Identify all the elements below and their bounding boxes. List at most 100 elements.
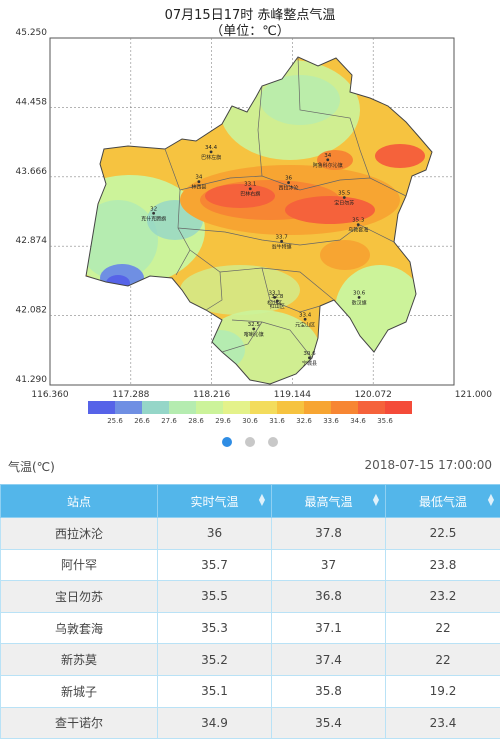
station-dot [249, 187, 252, 190]
legend-label: 34.6 [350, 417, 366, 425]
min-temp-cell: 23.8 [386, 549, 500, 581]
legend-label: 25.6 [107, 417, 123, 425]
max-temp-cell: 37.4 [272, 644, 386, 676]
legend-label: 30.6 [242, 417, 258, 425]
station-name: 红山区 [270, 303, 285, 310]
legend-label: 31.6 [269, 417, 285, 425]
header-min-temp[interactable]: 最低气温▲▼ [386, 485, 500, 518]
station-value: 34 [324, 153, 331, 159]
station-dot [287, 181, 290, 184]
station-dot [343, 196, 346, 199]
station-dot [252, 328, 255, 331]
sort-icon[interactable]: ▲▼ [373, 494, 379, 506]
current-temp-cell: 35.1 [158, 675, 272, 707]
latitude-tick-label: 41.290 [16, 375, 48, 385]
max-temp-cell: 37.1 [272, 612, 386, 644]
header-max-temp[interactable]: 最高气温▲▼ [272, 485, 386, 518]
station-dot [304, 318, 307, 321]
station-dot [357, 223, 360, 226]
current-temp-cell: 35.7 [158, 549, 272, 581]
legend-swatch [115, 401, 142, 414]
min-temp-cell: 23.4 [386, 707, 500, 739]
legend-swatch [385, 401, 412, 414]
station-value: 36 [285, 176, 292, 182]
station-name: 宁城县 [302, 360, 317, 367]
max-temp-cell: 35.8 [272, 675, 386, 707]
min-temp-cell: 22 [386, 612, 500, 644]
legend-swatch [331, 401, 358, 414]
station-dot [197, 180, 200, 183]
legend-label: 32.6 [296, 417, 312, 425]
max-temp-cell: 36.8 [272, 581, 386, 613]
station-name: 林西县 [191, 184, 206, 191]
station-value: 33.4 [299, 312, 312, 318]
station-value: 32 [150, 206, 157, 212]
min-temp-cell: 19.2 [386, 675, 500, 707]
longitude-tick-label: 119.144 [274, 390, 311, 400]
station-name: 元宝山区 [295, 321, 315, 328]
station-name: 宝日勿苏 [334, 199, 354, 206]
sort-icon[interactable]: ▲▼ [259, 494, 265, 506]
legend-label: 28.6 [188, 417, 204, 425]
pager-dot-3[interactable] [268, 437, 278, 447]
longitude-tick-label: 116.360 [31, 390, 68, 400]
max-temp-cell: 37.8 [272, 518, 386, 550]
min-temp-cell: 23.2 [386, 581, 500, 613]
header-station: 站点 [1, 485, 158, 518]
station-name: 乌敦套海 [348, 227, 368, 234]
station-name: 翁牛特旗 [272, 243, 292, 250]
sort-icon[interactable]: ▲▼ [488, 494, 494, 506]
station-cell: 乌敦套海 [1, 612, 158, 644]
legend-label: 27.6 [161, 417, 177, 425]
header-current-temp[interactable]: 实时气温▲▼ [158, 485, 272, 518]
legend-swatch [358, 401, 385, 414]
table-header-row: 站点 实时气温▲▼ 最高气温▲▼ 最低气温▲▼ [1, 485, 500, 518]
station-name: 巴林左旗 [201, 154, 221, 161]
current-temp-cell: 35.2 [158, 644, 272, 676]
station-dot [326, 158, 329, 161]
legend-swatch [277, 401, 304, 414]
station-value: 33.1 [244, 182, 256, 188]
station-value: 34 [195, 175, 202, 181]
station-value: 35.3 [352, 218, 365, 224]
pager-dots [0, 432, 500, 450]
station-name: 克什克腾旗 [141, 215, 166, 222]
current-temp-cell: 35.3 [158, 612, 272, 644]
pager-dot-2[interactable] [245, 437, 255, 447]
legend-label: 35.6 [377, 417, 393, 425]
station-dot [152, 212, 155, 215]
latitude-tick-label: 43.666 [16, 167, 48, 177]
pager-dot-1[interactable] [222, 437, 232, 447]
station-cell: 查干诺尔 [1, 707, 158, 739]
legend-swatch [304, 401, 331, 414]
longitude-tick-label: 120.072 [355, 390, 392, 400]
station-cell: 新苏莫 [1, 644, 158, 676]
temperature-map: 32克什克腾旗34林西县34.4巴林左旗33.1巴林右旗34阿鲁科尔沁旗33.7… [0, 0, 500, 430]
station-name: 敖汉旗 [352, 299, 367, 306]
legend-label: 26.6 [134, 417, 150, 425]
min-temp-cell: 22 [386, 644, 500, 676]
longitude-tick-label: 121.000 [455, 390, 492, 400]
legend-label: 33.6 [323, 417, 339, 425]
station-name: 喀喇沁旗 [244, 331, 264, 338]
legend-swatch [250, 401, 277, 414]
latitude-tick-label: 42.082 [16, 306, 48, 316]
latitude-tick-label: 42.874 [16, 236, 48, 246]
max-temp-cell: 35.4 [272, 707, 386, 739]
legend-swatch [88, 401, 115, 414]
station-dot [308, 356, 311, 359]
latitude-tick-label: 44.458 [16, 97, 48, 107]
legend-swatch [169, 401, 196, 414]
station-value: 33.7 [275, 234, 288, 240]
station-value: 30.6 [303, 351, 316, 357]
station-cell: 新城子 [1, 675, 158, 707]
station-value: 32.8 [271, 294, 284, 300]
